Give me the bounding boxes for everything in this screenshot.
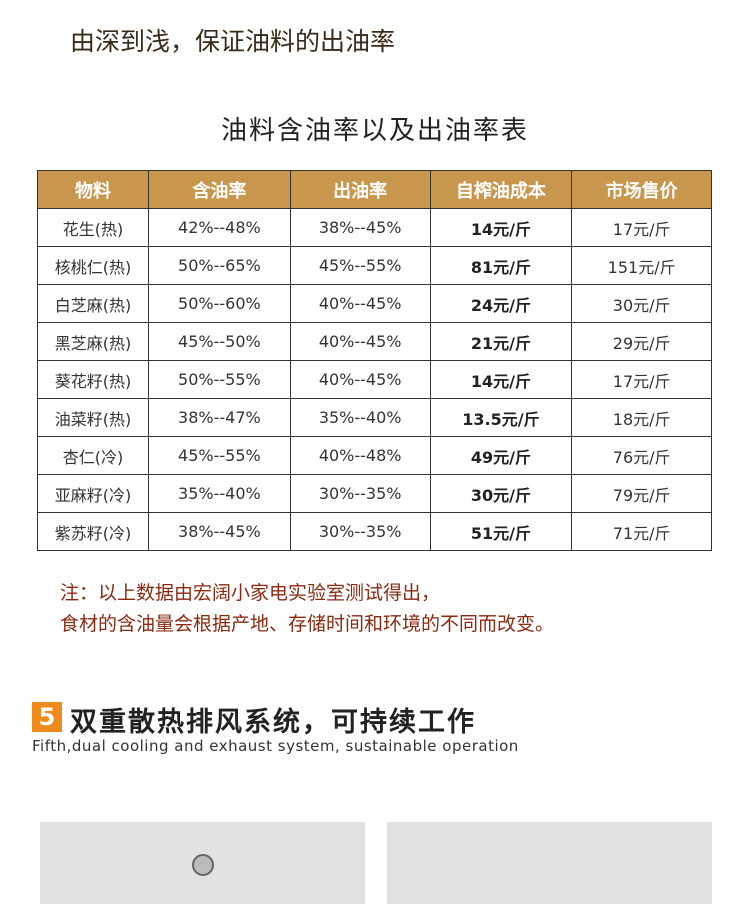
table-cell: 30元/斤 xyxy=(429,474,573,513)
header-cell: 市场售价 xyxy=(571,170,712,209)
product-image xyxy=(40,822,365,904)
table-cell: 45%--50% xyxy=(147,322,291,361)
table-cell: 42%--48% xyxy=(147,208,291,247)
table-cell: 24元/斤 xyxy=(429,284,573,323)
table-title: 油料含油率以及出油率表 xyxy=(220,116,529,146)
table-cell: 葵花籽(热) xyxy=(37,360,149,399)
oil-table: 物料 含油率 出油率 自榨油成本 市场售价 花生(热) 42%--48% 38%--45% 1… xyxy=(37,170,712,551)
intro-text: 由深到浅，保证油料的出油率 xyxy=(70,27,396,56)
table-cell: 38%--45% xyxy=(289,208,431,247)
table-cell: 40%--48% xyxy=(289,436,431,475)
table-cell: 45%--55% xyxy=(289,246,431,285)
table-row: 油菜籽(热) 38%--47% 35%--40% 13.5元/斤 18元/斤 xyxy=(37,398,712,437)
table-cell: 50%--55% xyxy=(147,360,291,399)
table-cell: 花生(热) xyxy=(37,208,149,247)
note: 注：以上数据由宏阔小家电实验室测试得出， xyxy=(60,582,441,604)
table-cell: 17元/斤 xyxy=(571,360,712,399)
section-title: 双重散热排风系统，可持续工作 xyxy=(70,707,476,738)
table-cell: 40%--45% xyxy=(289,360,431,399)
table-cell: 50%--60% xyxy=(147,284,291,323)
table-cell: 38%--45% xyxy=(147,512,291,551)
table-row: 白芝麻(热) 50%--60% 40%--45% 24元/斤 30元/斤 xyxy=(37,284,712,323)
table-cell: 40%--45% xyxy=(289,322,431,361)
table-cell: 18元/斤 xyxy=(571,398,712,437)
table-cell: 45%--55% xyxy=(147,436,291,475)
table-cell: 38%--47% xyxy=(147,398,291,437)
table-cell: 49元/斤 xyxy=(429,436,573,475)
table-cell: 76元/斤 xyxy=(571,436,712,475)
table-row: 黑芝麻(热) 45%--50% 40%--45% 21元/斤 29元/斤 xyxy=(37,322,712,361)
table-cell: 79元/斤 xyxy=(571,474,712,513)
table-cell: 14元/斤 xyxy=(429,360,573,399)
table-row: 亚麻籽(冷) 35%--40% 30%--35% 30元/斤 79元/斤 xyxy=(37,474,712,513)
table-cell: 14元/斤 xyxy=(429,208,573,247)
table-cell: 40%--45% xyxy=(289,284,431,323)
section-subtitle: Fifth,dual cooling and exhaust system, s… xyxy=(32,737,519,755)
table-cell: 151元/斤 xyxy=(571,246,712,285)
note: 食材的含油量会根据产地、存储时间和环境的不同而改变。 xyxy=(60,613,555,635)
table-cell: 黑芝麻(热) xyxy=(37,322,149,361)
image-icon xyxy=(192,854,214,876)
product-image xyxy=(387,822,712,904)
table-cell: 13.5元/斤 xyxy=(429,398,573,437)
table-cell: 17元/斤 xyxy=(571,208,712,247)
table-cell: 30%--35% xyxy=(289,512,431,551)
table-row: 紫苏籽(冷) 38%--45% 30%--35% 51元/斤 71元/斤 xyxy=(37,512,712,551)
header-cell: 含油率 xyxy=(147,170,291,209)
header-cell: 自榨油成本 xyxy=(429,170,573,209)
table-cell: 35%--40% xyxy=(289,398,431,437)
table-body: 花生(热) 42%--48% 38%--45% 14元/斤 17元/斤 核桃仁(热) 50%… xyxy=(37,208,712,551)
table-cell: 81元/斤 xyxy=(429,246,573,285)
table-cell: 50%--65% xyxy=(147,246,291,285)
table-cell: 35%--40% xyxy=(147,474,291,513)
table-cell: 白芝麻(热) xyxy=(37,284,149,323)
table-cell: 核桃仁(热) xyxy=(37,246,149,285)
header-row: 物料 含油率 出油率 自榨油成本 市场售价 xyxy=(37,170,712,209)
table-row: 杏仁(冷) 45%--55% 40%--48% 49元/斤 76元/斤 xyxy=(37,436,712,475)
table-cell: 51元/斤 xyxy=(429,512,573,551)
table-cell: 紫苏籽(冷) xyxy=(37,512,149,551)
section-number: 5 xyxy=(32,702,62,732)
table-cell: 29元/斤 xyxy=(571,322,712,361)
table-cell: 杏仁(冷) xyxy=(37,436,149,475)
table-row: 葵花籽(热) 50%--55% 40%--45% 14元/斤 17元/斤 xyxy=(37,360,712,399)
table-row: 核桃仁(热) 50%--65% 45%--55% 81元/斤 151元/斤 xyxy=(37,246,712,285)
table-cell: 21元/斤 xyxy=(429,322,573,361)
header-cell: 物料 xyxy=(37,170,149,209)
table-cell: 30元/斤 xyxy=(571,284,712,323)
table-cell: 亚麻籽(冷) xyxy=(37,474,149,513)
table-cell: 30%--35% xyxy=(289,474,431,513)
table-cell: 油菜籽(热) xyxy=(37,398,149,437)
table-cell: 71元/斤 xyxy=(571,512,712,551)
table-row: 花生(热) 42%--48% 38%--45% 14元/斤 17元/斤 xyxy=(37,208,712,247)
header-cell: 出油率 xyxy=(289,170,431,209)
